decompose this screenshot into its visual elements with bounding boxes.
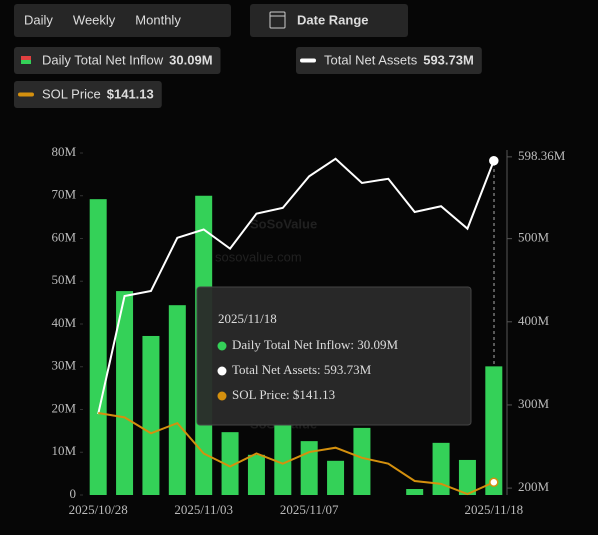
hover-point <box>489 477 499 487</box>
legend-label: Daily Total Net Inflow <box>42 52 164 67</box>
bar <box>432 442 450 495</box>
bar <box>89 199 107 496</box>
tooltip-dot <box>217 366 227 376</box>
tooltip-date: 2025/11/18 <box>218 311 277 326</box>
bar <box>116 291 134 495</box>
legend-label: SOL Price <box>42 86 101 101</box>
bar <box>274 424 292 495</box>
tooltip-line: Total Net Assets: 593.73M <box>232 362 372 377</box>
line <box>97 157 495 415</box>
line <box>98 412 495 496</box>
date-range-button[interactable] <box>250 4 408 37</box>
x-tick-label: 2025/10/28 <box>69 502 128 517</box>
x-tick-label: 2025/11/07 <box>280 502 339 517</box>
y2-tick-label: 500M <box>518 230 550 245</box>
y-tick-label: 0 <box>70 486 77 501</box>
y-tick-label: 70M <box>51 187 76 202</box>
hover-point <box>489 155 499 166</box>
date-range-label[interactable]: Date Range <box>297 12 369 27</box>
tooltip-line: SOL Price: $141.13 <box>232 387 335 402</box>
y-tick-label: 10M <box>51 443 76 458</box>
y2-tick-label: 200M <box>518 479 550 494</box>
y2-tick-label: 300M <box>518 396 550 411</box>
legend-value: $141.13 <box>107 86 154 101</box>
y-tick-label: 50M <box>51 272 76 287</box>
y-tick-label: 60M <box>51 229 76 244</box>
y-tick-label: 80M <box>51 144 76 159</box>
tooltip-dot <box>217 391 227 401</box>
tab[interactable]: Daily <box>24 12 53 27</box>
bar <box>327 460 345 495</box>
calendar-icon <box>269 11 286 29</box>
bar <box>485 366 503 495</box>
bar <box>300 441 318 495</box>
bar <box>221 432 239 495</box>
legend-swatch <box>21 60 31 64</box>
legend-label: Total Net Assets <box>324 52 418 67</box>
bar <box>406 489 424 495</box>
y-tick-label: 20M <box>51 400 76 415</box>
y-tick-label: 40M <box>51 315 76 330</box>
bar <box>247 454 265 495</box>
legend-item <box>14 81 162 108</box>
legend-item <box>14 47 221 74</box>
x-tick-label: 2025/11/03 <box>174 502 233 517</box>
tab[interactable]: Weekly <box>73 12 116 27</box>
tooltip <box>196 286 472 426</box>
legend-item <box>296 47 482 74</box>
bar <box>353 427 371 495</box>
bar <box>168 305 186 495</box>
tooltip-line: Daily Total Net Inflow: 30.09M <box>232 337 398 352</box>
y2-tick-label: 598.36M <box>518 148 566 163</box>
x-tick-label: 2025/11/18 <box>464 502 523 517</box>
legend-value: 593.73M <box>423 52 474 67</box>
tab-group <box>14 4 231 37</box>
legend-swatch <box>21 56 31 60</box>
y-tick-label: 30M <box>51 358 76 373</box>
y2-tick-label: 400M <box>518 313 550 328</box>
tab[interactable]: Monthly <box>135 12 181 27</box>
bar <box>142 335 160 495</box>
legend-value: 30.09M <box>169 52 212 67</box>
tooltip-dot <box>217 341 227 351</box>
bar <box>458 459 476 495</box>
watermark: sosovalue.com <box>215 249 302 264</box>
watermark: SoSoValue <box>250 216 317 231</box>
